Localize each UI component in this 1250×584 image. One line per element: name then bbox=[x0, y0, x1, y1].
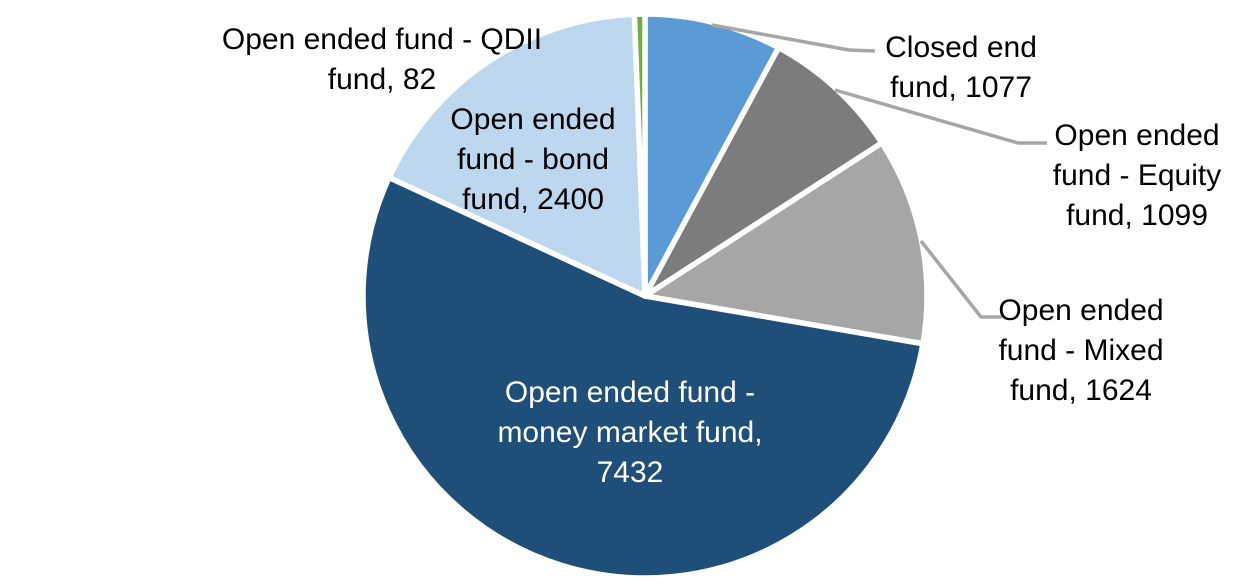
data-label-line: Open ended bbox=[998, 294, 1163, 327]
data-labels-group: Closed end fund, 1077 Open ended fund - Equ… bbox=[222, 23, 1221, 489]
pie-slice-open-ended-fund-qdii bbox=[631, 11, 648, 299]
pie-slice-open-ended-fund-money-market bbox=[360, 174, 926, 581]
data-label-open-ended-fund-bond: Open ended fund - bond fund, 2400 bbox=[450, 103, 615, 216]
data-label-line: money market fund, bbox=[497, 416, 762, 449]
data-label-closed-end-fund: Closed end fund, 1077 bbox=[885, 31, 1037, 104]
data-label-line: Open ended fund - bbox=[505, 376, 755, 409]
data-label-line: fund - Equity bbox=[1053, 159, 1221, 192]
data-label-line: Open ended fund - QDII bbox=[222, 23, 542, 56]
data-label-open-ended-fund-mixed: Open ended fund - Mixed fund, 1624 bbox=[998, 294, 1163, 407]
pie-slices-group bbox=[360, 11, 930, 581]
leader-lines-group bbox=[711, 23, 1047, 319]
data-label-open-ended-fund-equity: Open ended fund - Equity fund, 1099 bbox=[1053, 119, 1221, 232]
data-label-line: fund, 82 bbox=[328, 63, 436, 96]
data-label-line: fund, 1077 bbox=[890, 71, 1032, 104]
data-label-open-ended-fund-qdii: Open ended fund - QDII fund, 82 bbox=[222, 23, 542, 96]
data-label-line: fund - Mixed bbox=[998, 334, 1163, 367]
pie-slice-open-ended-fund-bond bbox=[386, 11, 648, 299]
data-label-line: Closed end bbox=[885, 31, 1037, 64]
leader-line-open-ended-fund-mixed bbox=[919, 239, 1002, 319]
data-label-line: Open ended bbox=[1054, 119, 1219, 152]
data-label-line: fund, 2400 bbox=[462, 183, 604, 216]
leader-line-closed-end-fund bbox=[711, 23, 876, 53]
leader-line-open-ended-fund-equity bbox=[834, 88, 1047, 145]
pie-slice-open-ended-fund-mixed bbox=[642, 140, 930, 347]
data-label-open-ended-fund-money-market: Open ended fund - money market fund, 7432 bbox=[497, 376, 762, 489]
data-label-line: 7432 bbox=[597, 456, 664, 489]
data-label-line: Open ended bbox=[450, 103, 615, 136]
data-label-line: fund, 1099 bbox=[1066, 199, 1208, 232]
data-label-line: fund, 1624 bbox=[1010, 374, 1152, 407]
data-label-line: fund - bond bbox=[457, 143, 609, 176]
pie-slice-closed-end-fund bbox=[642, 11, 782, 299]
